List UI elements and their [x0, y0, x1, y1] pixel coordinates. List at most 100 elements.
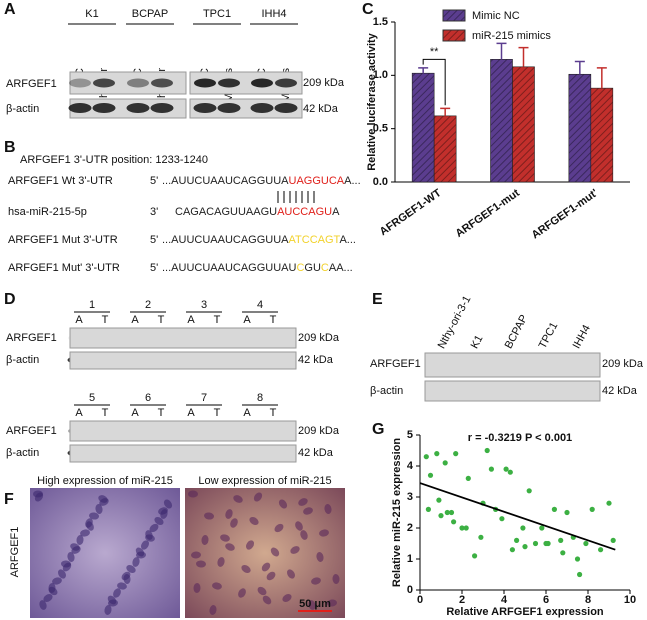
x-tick-label: 10: [624, 594, 636, 606]
seq-part: A: [332, 206, 340, 218]
blot-band: [218, 78, 240, 88]
panel-label: D: [4, 291, 16, 308]
point: [463, 525, 469, 531]
y-tick-label: 5: [407, 429, 413, 441]
row-label: ARFGEF1: [9, 527, 21, 578]
seq-part: UAGGUCA: [289, 175, 345, 187]
nucleus: [262, 595, 272, 605]
nucleus: [48, 586, 58, 596]
y-tick-label: 2: [407, 522, 413, 534]
size-label: 209 kDa: [602, 358, 644, 370]
error-bar: [596, 67, 607, 89]
y-tick-label: 4: [407, 460, 414, 472]
group-label: K1: [85, 8, 98, 20]
y-tick-label: 0.5: [373, 123, 388, 135]
nucleus: [225, 509, 233, 519]
blot-strip: [189, 98, 303, 119]
nucleus: [76, 535, 84, 545]
blot-band: [94, 335, 116, 342]
nucleus: [253, 492, 263, 502]
row-label: β-actin: [6, 447, 39, 459]
seq-end: 5': [150, 262, 158, 274]
blot-band: [93, 78, 115, 88]
nucleus: [58, 569, 66, 579]
y-tick-label: 1.0: [373, 69, 388, 81]
blot-strip: [424, 380, 601, 402]
sequence: CAGACAGUUAAGUAUCCAGUA: [175, 206, 340, 218]
nucleus: [311, 577, 321, 585]
size-label: 209 kDa: [303, 77, 345, 89]
lane-label: T: [270, 407, 277, 419]
point: [539, 525, 545, 531]
point: [606, 500, 612, 506]
nucleus: [209, 605, 217, 615]
x-tick-label: AFRGEF1-WT: [378, 187, 444, 238]
point: [459, 525, 465, 531]
sample-label: 7: [201, 392, 207, 404]
nucleus: [245, 540, 255, 550]
blot-band: [274, 103, 298, 113]
point: [543, 540, 549, 547]
nucleus: [108, 599, 118, 607]
x-axis-label: Relative ARFGEF1 expression: [446, 606, 604, 618]
nucleus: [193, 583, 201, 593]
row-label: ARFGEF1: [6, 332, 57, 344]
nucleus: [34, 492, 44, 502]
point: [425, 506, 431, 512]
lane-label: A: [187, 407, 195, 419]
row-label: ARFGEF1: [6, 425, 57, 437]
legend-label: miR-215 mimics: [472, 30, 551, 42]
x-tick-label: 6: [543, 594, 549, 606]
blot-strip: [424, 352, 601, 378]
point: [514, 537, 520, 544]
blot-band: [151, 78, 173, 88]
bar: [590, 87, 614, 183]
nucleus: [80, 529, 90, 537]
row-label: ARFGEF1: [6, 78, 57, 90]
seq-name: ARFGEF1 Mut' 3'-UTR: [8, 262, 120, 274]
point: [499, 516, 505, 522]
nucleus: [324, 504, 332, 514]
blot-strip: [69, 444, 297, 463]
seq-part: C: [321, 262, 329, 274]
nucleus: [225, 543, 235, 551]
point: [484, 447, 490, 454]
point: [453, 451, 459, 457]
nucleus: [39, 600, 47, 610]
point: [577, 571, 583, 578]
nucleus: [126, 565, 136, 573]
point: [558, 537, 564, 544]
point: [560, 550, 566, 556]
nucleus: [212, 582, 222, 590]
point: [472, 553, 478, 559]
legend-swatch: [442, 9, 466, 22]
seq-name: ARFGEF1 Wt 3'-UTR: [8, 175, 113, 187]
blot-band: [275, 78, 297, 88]
lane-label: IHH4: [571, 323, 593, 351]
nucleus: [270, 547, 280, 557]
nucleus: [117, 582, 127, 590]
size-label: 209 kDa: [298, 425, 340, 437]
seq-part: C: [296, 262, 304, 274]
sequence: ...AUUCUAAUCAGGUUAUAGGUCAA...: [162, 175, 361, 187]
nucleus: [274, 523, 284, 533]
point: [444, 509, 450, 516]
bar: [433, 115, 457, 183]
size-label: 42 kDa: [602, 385, 638, 397]
sequence: ...AUUCUAAUCAGGUUAUCGUCAA...: [162, 262, 353, 274]
nucleus: [290, 546, 300, 554]
blot-band: [206, 335, 228, 342]
seq-part: AUCCAGU: [277, 206, 332, 218]
blot-strip: [189, 71, 303, 95]
row-label: ARFGEF1: [370, 358, 421, 370]
sample-label: 8: [257, 392, 263, 404]
nucleus: [145, 534, 155, 542]
row-label: β-actin: [370, 385, 403, 397]
blot-band: [92, 103, 116, 113]
nucleus: [220, 534, 230, 542]
bar: [568, 73, 592, 183]
x-tick-label: ARFGEF1-mut: [453, 187, 522, 240]
x-tick-label: ARFGEF1-mut': [530, 187, 601, 242]
x-tick-label: 4: [501, 594, 508, 606]
point: [583, 540, 589, 547]
